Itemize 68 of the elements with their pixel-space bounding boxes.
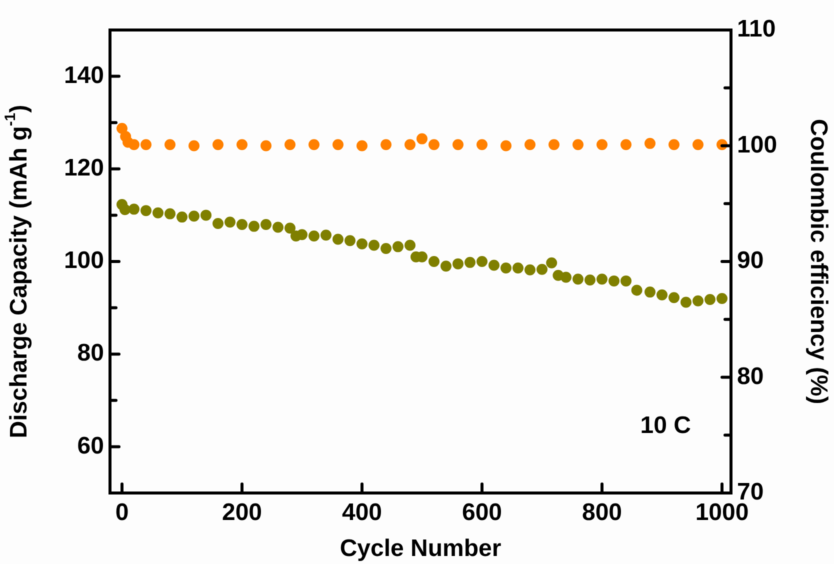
y2-axis-title: Coulombic efficiency (%): [804, 118, 832, 404]
y2-tick-label: 100: [737, 131, 778, 158]
point: [260, 218, 272, 230]
point: [164, 208, 176, 220]
point: [620, 275, 632, 286]
point: [344, 235, 356, 246]
point: [476, 256, 488, 267]
y2-tick-label: 110: [737, 16, 776, 43]
y-tick-label: 80: [77, 340, 104, 367]
point: [584, 274, 596, 286]
point: [644, 286, 656, 298]
point: [546, 257, 558, 268]
point: [440, 260, 452, 272]
annotation: 10 C: [640, 412, 691, 439]
y-tick-label: 140: [64, 62, 104, 89]
point: [248, 220, 260, 232]
point: [428, 256, 440, 267]
point: [176, 212, 188, 223]
point: [656, 289, 668, 300]
point: [572, 274, 584, 285]
x-tick-label: 600: [462, 499, 502, 526]
point: [500, 262, 512, 274]
point: [332, 234, 344, 245]
x-tick-label: 200: [222, 499, 262, 526]
y2-tick-label: 80: [737, 362, 764, 390]
point: [128, 204, 140, 215]
point: [224, 216, 236, 228]
x-tick-label: 800: [582, 499, 622, 526]
y2-tick-label: 90: [737, 247, 764, 274]
point: [536, 264, 548, 275]
point: [392, 241, 404, 252]
point: [512, 262, 524, 274]
point: [404, 240, 416, 251]
y-tick-label: 60: [77, 432, 104, 460]
x-tick-label: 400: [342, 499, 382, 526]
point: [284, 222, 296, 234]
point: [296, 229, 308, 240]
point: [488, 260, 500, 271]
point: [200, 210, 212, 221]
point: [464, 256, 476, 268]
point: [320, 230, 332, 241]
x-axis-title: Cycle Number: [340, 535, 502, 562]
point: [692, 295, 704, 306]
point: [236, 218, 248, 230]
point: [680, 296, 692, 308]
point: [368, 240, 380, 251]
x-tick-label: 0: [115, 499, 129, 526]
point: [704, 294, 716, 305]
point: [452, 258, 464, 270]
point: [272, 222, 284, 233]
point: [152, 207, 164, 218]
point: [140, 205, 152, 216]
point: [560, 272, 572, 283]
y-tick-label: 120: [64, 154, 104, 182]
point: [308, 230, 320, 242]
point: [212, 218, 224, 230]
point: [524, 264, 536, 276]
point: [608, 275, 620, 286]
point: [596, 274, 608, 285]
point: [120, 204, 130, 216]
y-axis-title: Discharge Capacity (mAh g-1): [2, 104, 33, 438]
point: [631, 284, 642, 296]
point: [716, 293, 728, 304]
point: [188, 210, 200, 222]
point: [380, 243, 392, 254]
point: [356, 238, 368, 250]
point: [668, 292, 680, 304]
y-tick-label: 100: [64, 247, 104, 274]
